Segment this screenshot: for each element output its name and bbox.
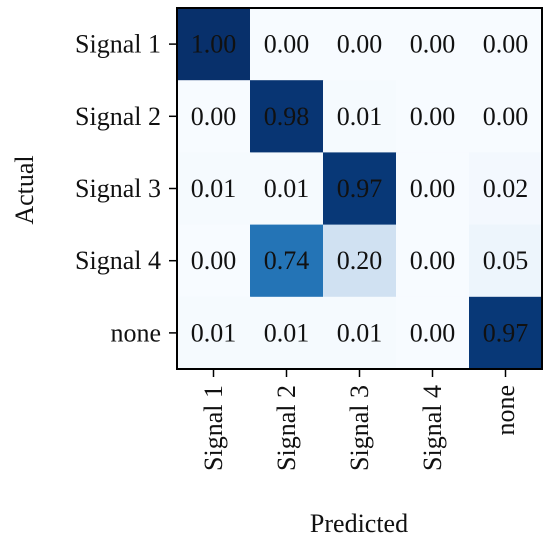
cell-value-label-r4-c1: 0.00	[191, 246, 237, 275]
heatmap-cell-r2-c2	[250, 80, 324, 153]
y-tick-label-1: Signal 1	[75, 30, 161, 59]
x-axis-ticks: Signal 1 Signal 2 Signal 3 Signal 4 none	[199, 369, 520, 471]
heatmap-cell-r3-c5	[469, 152, 543, 226]
heatmap-cell-r4-c5	[469, 224, 543, 298]
cell-value-label-r3-c1: 0.01	[191, 174, 237, 203]
heatmap-cell-r4-c4	[396, 224, 470, 298]
cell-value-label-r4-c5: 0.05	[483, 246, 529, 275]
heatmap-cell-r2-c5	[469, 80, 543, 153]
cell-value-label-r1-c1: 1.00	[191, 30, 237, 59]
cell-value-label-r2-c2: 0.98	[264, 102, 310, 131]
cell-value-label-r1-c4: 0.00	[410, 30, 456, 59]
cell-value-label-r2-c1: 0.00	[191, 102, 237, 131]
x-tick-label-1: Signal 1	[199, 385, 228, 471]
cell-value-label-r1-c3: 0.00	[337, 30, 383, 59]
y-tick-label-2: Signal 2	[75, 102, 161, 131]
heatmap-cells	[177, 8, 543, 370]
heatmap-cell-r2-c1	[177, 80, 251, 153]
cell-value-label-r3-c2: 0.01	[264, 174, 310, 203]
heatmap-cell-r2-c3	[323, 80, 397, 153]
x-axis-label: Predicted	[310, 509, 408, 538]
cell-value-label-r5-c5: 0.97	[483, 318, 529, 347]
cell-value-label-r4-c2: 0.74	[264, 246, 310, 275]
heatmap-cell-r3-c1	[177, 152, 251, 226]
cell-value-label-r5-c3: 0.01	[337, 318, 383, 347]
y-axis-label: Actual	[10, 155, 39, 224]
y-tick-label-5: none	[110, 318, 161, 347]
cell-value-label-r3-c5: 0.02	[483, 174, 529, 203]
cell-value-label-r1-c2: 0.00	[264, 30, 310, 59]
cell-value-label-r5-c4: 0.00	[410, 318, 456, 347]
heatmap-cell-r2-c4	[396, 80, 470, 153]
cell-value-label-r2-c4: 0.00	[410, 102, 456, 131]
heatmap-cell-labels: 1.00 0.00 0.00 0.00 0.00 0.00 0.98 0.01 0.00 0.00…	[191, 30, 529, 348]
cell-value-label-r4-c4: 0.00	[410, 246, 456, 275]
x-tick-label-2: Signal 2	[272, 385, 301, 471]
x-tick-label-3: Signal 3	[345, 385, 374, 471]
y-axis-ticks: Signal 1 Signal 2 Signal 3 Signal 4 none	[75, 30, 177, 347]
cell-value-label-r4-c3: 0.20	[337, 246, 383, 275]
y-tick-label-4: Signal 4	[75, 246, 161, 275]
heatmap-cell-r1-c2	[250, 8, 324, 81]
heatmap-cell-r3-c2	[250, 152, 324, 226]
heatmap-cell-r1-c4	[396, 8, 470, 81]
cell-value-label-r3-c4: 0.00	[410, 174, 456, 203]
heatmap-cell-r5-c5	[469, 296, 543, 370]
heatmap-cell-r5-c4	[396, 296, 470, 370]
heatmap-cell-r1-c5	[469, 8, 543, 81]
heatmap-cell-r4-c2	[250, 224, 324, 298]
cell-value-label-r5-c1: 0.01	[191, 318, 237, 347]
cell-value-label-r3-c3: 0.97	[337, 174, 383, 203]
heatmap-cell-r5-c2	[250, 296, 324, 370]
heatmap-cell-r5-c1	[177, 296, 251, 370]
x-tick-label-4: Signal 4	[418, 385, 447, 471]
heatmap-cell-r4-c3	[323, 224, 397, 298]
heatmap-cell-r3-c3	[323, 152, 397, 226]
y-tick-label-3: Signal 3	[75, 174, 161, 203]
heatmap-cell-r1-c3	[323, 8, 397, 81]
cell-value-label-r2-c3: 0.01	[337, 102, 383, 131]
heatmap-cell-r1-c1	[177, 8, 251, 81]
x-tick-label-5: none	[491, 385, 520, 436]
cell-value-label-r5-c2: 0.01	[264, 318, 310, 347]
cell-value-label-r2-c5: 0.00	[483, 102, 529, 131]
heatmap-cell-r4-c1	[177, 224, 251, 298]
heatmap-cell-r5-c3	[323, 296, 397, 370]
cell-value-label-r1-c5: 0.00	[483, 30, 529, 59]
heatmap-cell-r3-c4	[396, 152, 470, 226]
